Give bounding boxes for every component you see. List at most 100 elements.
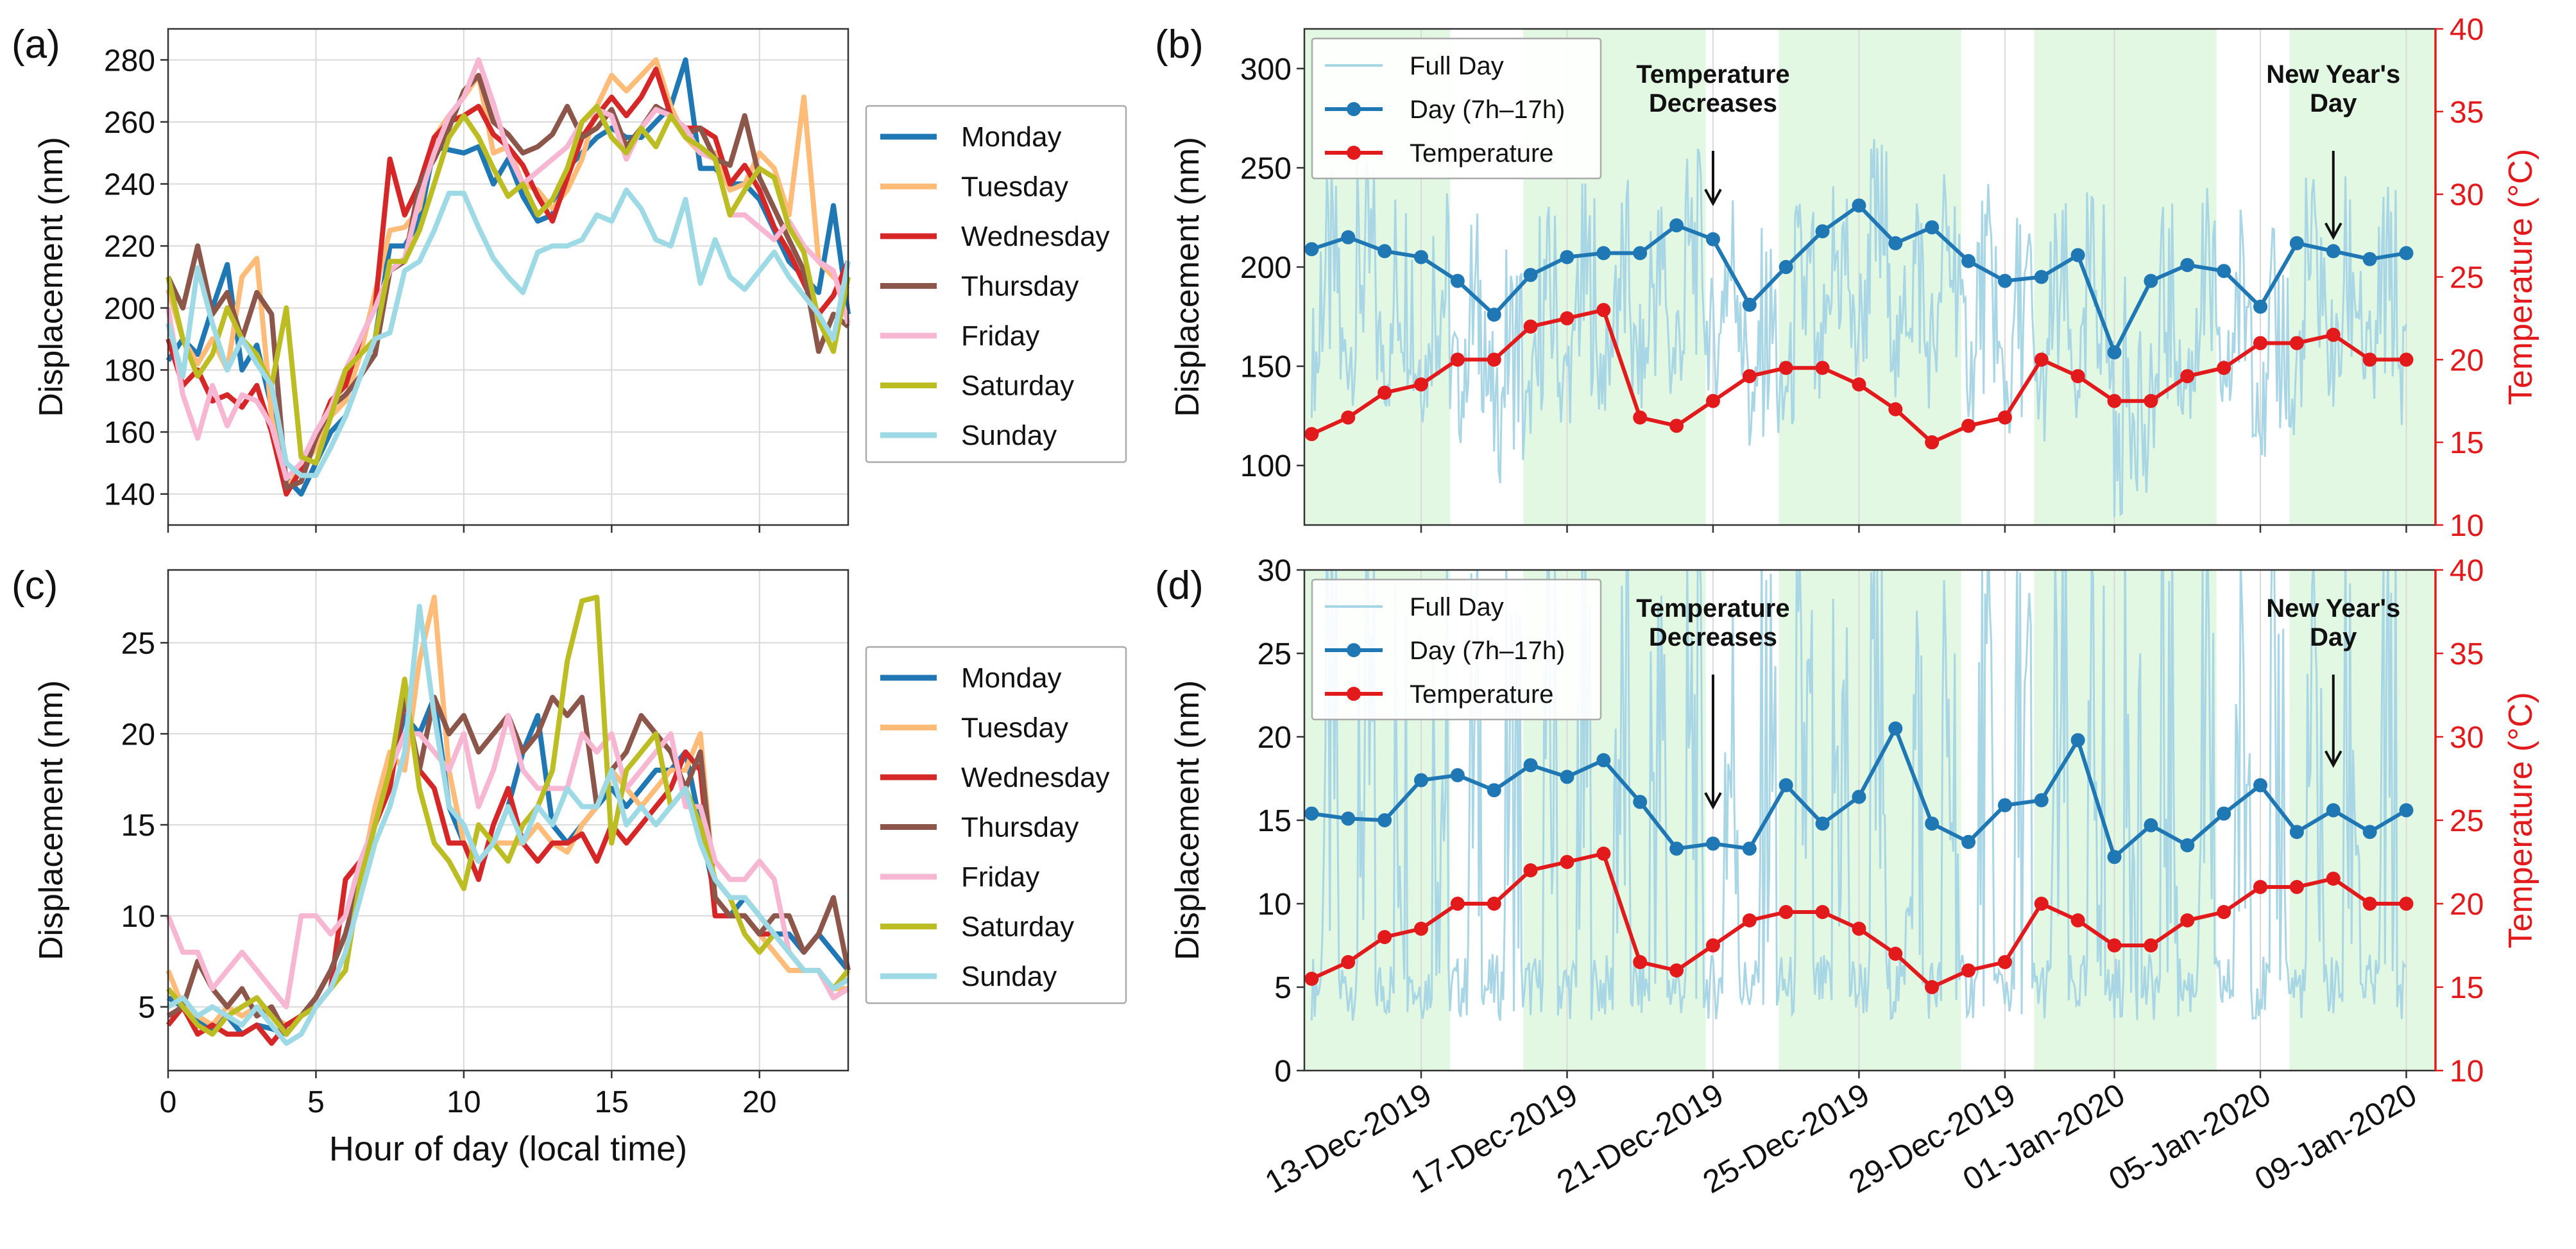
temperature-point <box>2107 938 2122 952</box>
day-point <box>2034 270 2049 284</box>
series-line-saturday <box>166 594 851 1037</box>
legend-label: Monday <box>961 662 1062 694</box>
x-tick-label: 17-Dec-2019 <box>1405 1076 1583 1200</box>
legend-frame <box>865 105 1127 463</box>
y-tick-label: 260 <box>104 106 155 140</box>
legend-marker <box>1347 687 1361 701</box>
legend-label: Wednesday <box>961 762 1110 793</box>
day-point <box>1341 230 1356 245</box>
y2-tick-label: 25 <box>2450 804 2484 838</box>
day-point <box>1778 260 1793 275</box>
temperature-point <box>1961 418 1976 433</box>
temperature-point <box>2217 361 2231 375</box>
temperature-point <box>2144 938 2158 952</box>
legend-label: Sunday <box>961 420 1057 451</box>
temperature-point <box>1852 922 1866 936</box>
temperature-point <box>2070 369 2085 384</box>
temperature-point <box>1925 435 1940 450</box>
annotation-text: Temperature <box>1636 594 1789 623</box>
temperature-point <box>1633 410 1648 425</box>
legend-frame <box>1311 578 1602 721</box>
series-line-saturday <box>166 103 851 466</box>
y2-tick-label: 20 <box>2450 343 2484 377</box>
annotation-text: New Year's <box>2266 594 2400 623</box>
annotation-arrowhead <box>1704 792 1722 810</box>
y2-tick-label: 35 <box>2450 637 2484 671</box>
legend-label: Sunday <box>961 961 1057 992</box>
x-tick-label: 05-Jan-2020 <box>2103 1076 2276 1198</box>
y2-axis-label: Temperature (°C) <box>2502 149 2539 405</box>
temperature-point <box>1815 361 1830 375</box>
series-line-friday <box>166 57 851 481</box>
date-axis-labels: 13-Dec-201917-Dec-201921-Dec-201925-Dec-… <box>1259 1076 2423 1200</box>
day-point <box>1815 816 1830 831</box>
y-tick-label: 25 <box>121 626 155 660</box>
full-day-line <box>1310 139 2407 517</box>
y2-axis-label: Temperature (°C) <box>2502 692 2539 948</box>
annotation-text: New Year's <box>2266 60 2400 89</box>
temperature-point <box>1523 863 1538 877</box>
day-point <box>1705 232 1720 246</box>
day-point <box>1413 773 1428 788</box>
temperature-point <box>1888 402 1903 417</box>
day-point <box>1852 789 1866 804</box>
day-point <box>2144 818 2158 832</box>
day-point <box>1997 273 2012 288</box>
day-point <box>1925 220 1940 235</box>
day-point <box>1450 768 1465 782</box>
plot-area <box>1304 29 2435 525</box>
temperature-point <box>2326 327 2341 342</box>
temperature-point <box>2070 913 2085 927</box>
y-tick-label: 150 <box>1240 350 1292 384</box>
panel-tag: (c) <box>12 564 58 608</box>
temperature-point <box>1304 972 1319 986</box>
y-tick-label: 140 <box>104 478 155 512</box>
legend-marker <box>1347 102 1361 116</box>
day-point <box>2362 252 2377 266</box>
day-point <box>2362 825 2377 840</box>
y2-tick-label: 20 <box>2450 888 2484 922</box>
temperature-point <box>1778 905 1793 919</box>
temperature-point <box>1997 410 2012 425</box>
y-tick-label: 10 <box>121 900 155 934</box>
temperature-point <box>2289 880 2304 894</box>
y2-tick-label: 10 <box>2450 1055 2484 1089</box>
series-line-wednesday <box>166 694 850 1046</box>
annotation-text: Day <box>2310 623 2357 651</box>
y-tick-label: 5 <box>1274 971 1292 1005</box>
day-point <box>1341 811 1356 826</box>
day-point <box>1378 244 1392 259</box>
y-tick-label: 280 <box>104 44 155 78</box>
temperature-point <box>1341 410 1356 425</box>
day-point <box>1378 813 1392 827</box>
temperature-point <box>1742 369 1757 384</box>
temperature-point <box>1378 385 1392 400</box>
day-point <box>2217 806 2231 821</box>
y2-tick-label: 30 <box>2450 721 2484 755</box>
temperature-point <box>2362 897 2377 911</box>
y-tick-label: 15 <box>121 809 155 843</box>
legend-label: Tuesday <box>961 712 1068 744</box>
day-point <box>1633 246 1648 261</box>
temperature-point <box>1815 905 1830 919</box>
legend-label: Friday <box>961 320 1039 352</box>
legend-label: Temperature <box>1410 139 1554 168</box>
x-tick-label: 21-Dec-2019 <box>1551 1076 1729 1200</box>
legend-label: Saturday <box>961 370 1074 402</box>
legend-label: Day (7h–17h) <box>1410 96 1565 124</box>
day-point <box>2070 733 2085 748</box>
day-point <box>1997 798 2012 813</box>
day-point <box>1596 753 1611 768</box>
day-point <box>1669 218 1684 233</box>
x-tick-label: 25-Dec-2019 <box>1697 1076 1875 1200</box>
legend-label: Full Day <box>1410 52 1504 80</box>
temperature-point <box>2289 336 2304 350</box>
series-line-friday <box>166 712 850 1010</box>
day-point <box>1560 770 1574 784</box>
temperature-point <box>2034 352 2049 367</box>
day-point <box>2289 236 2304 250</box>
legend-a: Monday Tuesday Wednesday Thursday Friday Satu… <box>865 105 1127 463</box>
x-tick-label: 20 <box>742 1085 776 1119</box>
